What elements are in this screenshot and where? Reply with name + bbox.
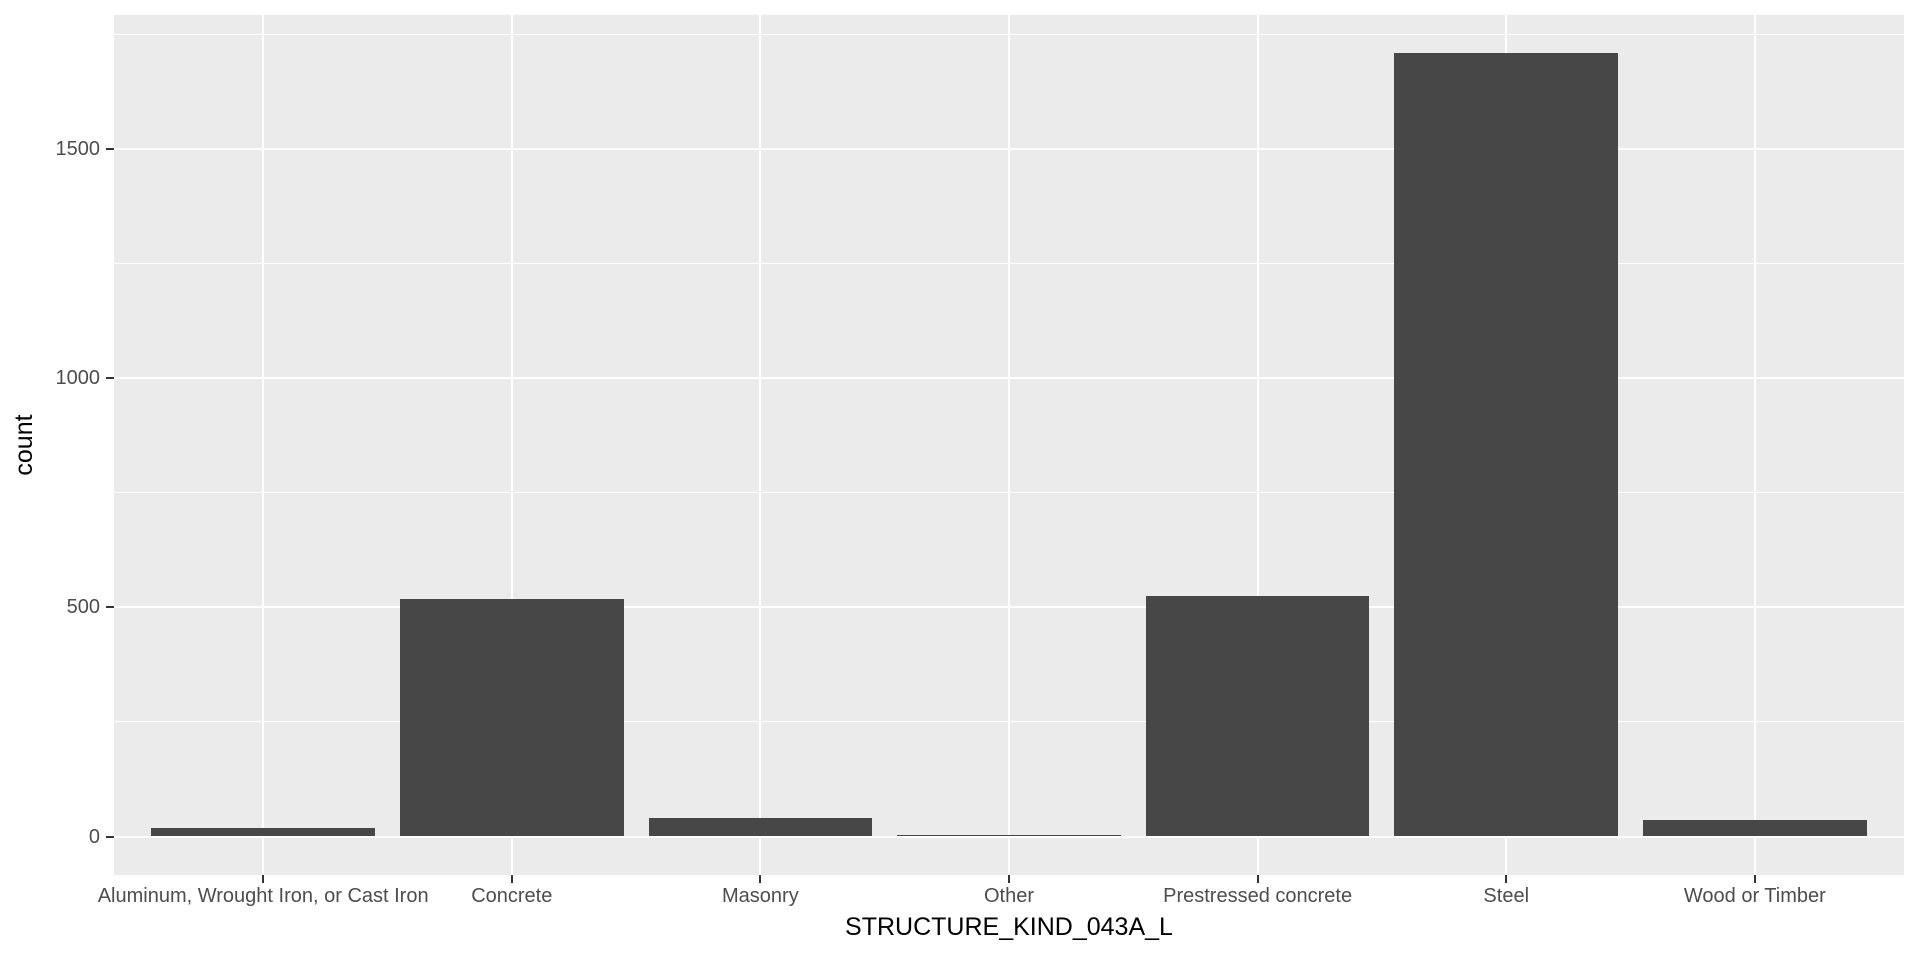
gridline-major-x [1256, 15, 1259, 875]
bar [648, 818, 873, 837]
x-tick-label: Concrete [471, 885, 553, 907]
x-tick-mark [759, 875, 762, 883]
bar [1394, 52, 1619, 837]
x-tick-label: Steel [1483, 885, 1530, 907]
bar [1642, 820, 1867, 837]
x-tick-label: Masonry [722, 885, 799, 907]
y-tick-label: 1500 [55, 138, 101, 160]
y-tick-label: 1000 [55, 367, 101, 390]
x-tick-label: Prestressed concrete [1163, 885, 1353, 907]
y-tick-mark [106, 606, 114, 609]
gridline-major-x [1753, 15, 1756, 875]
gridline-major-x [510, 15, 513, 875]
x-tick-mark [1505, 875, 1508, 883]
bar [1145, 595, 1370, 837]
gridline-major-x [1008, 15, 1010, 875]
y-tick-mark [106, 377, 114, 380]
x-tick-label: Wood or Timber [1683, 885, 1826, 907]
x-tick-mark [1753, 875, 1756, 883]
y-tick-label: 500 [66, 596, 100, 619]
x-tick-mark [510, 875, 513, 883]
bar [151, 828, 376, 837]
x-tick-mark [262, 875, 265, 883]
x-tick-mark [1008, 875, 1010, 883]
bar [399, 599, 624, 837]
y-tick-mark [106, 148, 114, 150]
x-tick-label: Other [983, 885, 1035, 907]
x-axis-title: STRUCTURE_KIND_043A_L [845, 913, 1173, 941]
gridline-major-x [262, 15, 265, 875]
x-tick-mark [1256, 875, 1259, 883]
y-tick-mark [106, 835, 114, 838]
bar [897, 834, 1121, 837]
plot-panel [114, 15, 1904, 875]
y-tick-label: 0 [88, 825, 100, 848]
gridline-major-x [759, 15, 762, 875]
x-tick-label: Aluminum, Wrought Iron, or Cast Iron [97, 885, 429, 907]
